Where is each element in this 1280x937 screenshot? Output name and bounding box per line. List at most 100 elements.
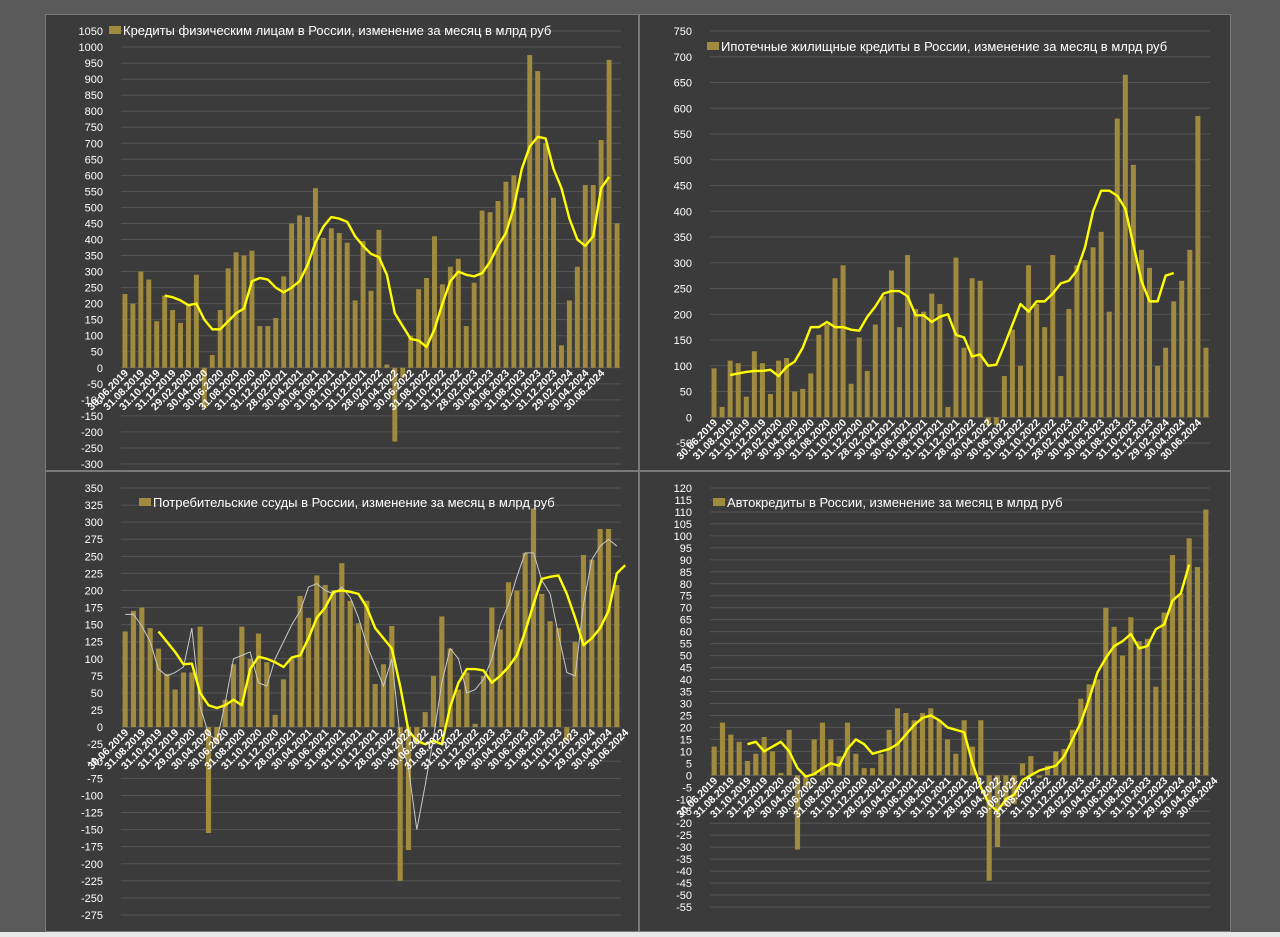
bar bbox=[225, 268, 231, 368]
bar bbox=[305, 217, 310, 368]
bar bbox=[155, 648, 162, 728]
bar bbox=[439, 284, 445, 368]
bar bbox=[792, 391, 798, 418]
y-tick-label: 120 bbox=[674, 483, 692, 495]
bar bbox=[1011, 775, 1017, 805]
panel-mortgage-loans: -50 0 50 100 150 200 250 300 350 400 450 500 550 600 6… bbox=[639, 14, 1231, 471]
y-tick-label: -75 bbox=[87, 773, 103, 785]
bar bbox=[230, 664, 237, 728]
bar bbox=[1026, 265, 1032, 418]
y-tick-label: 65 bbox=[680, 615, 692, 627]
bar bbox=[281, 276, 287, 368]
bar bbox=[217, 310, 223, 368]
bar bbox=[614, 223, 620, 368]
bar bbox=[1147, 267, 1153, 418]
bar bbox=[339, 563, 345, 728]
y-tick-label: 1000 bbox=[79, 42, 103, 54]
y-tick-label: 350 bbox=[85, 483, 103, 495]
bar bbox=[1009, 329, 1015, 418]
bar bbox=[233, 252, 239, 368]
bar bbox=[455, 258, 461, 368]
bar bbox=[978, 720, 984, 776]
bar bbox=[911, 720, 917, 776]
bar bbox=[122, 631, 128, 728]
bar bbox=[1171, 301, 1177, 418]
bar bbox=[1203, 347, 1209, 418]
bar bbox=[1130, 164, 1136, 418]
bar bbox=[993, 417, 999, 425]
bar bbox=[559, 345, 564, 368]
bar bbox=[154, 321, 160, 368]
bar bbox=[894, 708, 901, 776]
bar bbox=[539, 593, 545, 728]
y-tick-label: 15 bbox=[680, 734, 692, 746]
bar bbox=[897, 327, 903, 418]
y-tick-label: 600 bbox=[674, 103, 692, 115]
bar bbox=[961, 720, 967, 776]
bar bbox=[803, 775, 809, 788]
bar bbox=[1066, 309, 1072, 418]
bar bbox=[582, 184, 588, 368]
y-tick-label: 650 bbox=[674, 78, 692, 90]
bar bbox=[1155, 365, 1161, 418]
y-tick-label: 200 bbox=[85, 585, 103, 597]
bar bbox=[138, 271, 144, 368]
y-tick-label: 700 bbox=[674, 52, 692, 64]
bar bbox=[146, 279, 152, 368]
y-tick-label: 250 bbox=[85, 283, 103, 295]
bar bbox=[969, 278, 975, 418]
bar bbox=[189, 672, 195, 728]
y-tick-label: 450 bbox=[674, 181, 692, 193]
bar bbox=[736, 741, 742, 776]
bar bbox=[759, 363, 765, 418]
y-tick-label: 850 bbox=[85, 90, 103, 102]
y-tick-label: -25 bbox=[676, 830, 692, 842]
bar bbox=[1138, 249, 1144, 418]
y-tick-label: -30 bbox=[676, 842, 692, 854]
bar bbox=[535, 71, 541, 368]
bar bbox=[414, 727, 420, 745]
bar bbox=[727, 360, 733, 418]
bar bbox=[239, 626, 245, 728]
bar bbox=[447, 648, 453, 728]
y-tick-label: 275 bbox=[85, 534, 103, 546]
trend-line bbox=[164, 135, 611, 349]
bar bbox=[751, 351, 757, 418]
bar bbox=[1082, 260, 1088, 418]
bar bbox=[1111, 626, 1117, 776]
bar bbox=[1034, 303, 1040, 418]
y-tick-label: 150 bbox=[85, 315, 103, 327]
y-tick-label: -250 bbox=[81, 443, 103, 455]
bar bbox=[986, 775, 992, 881]
bar bbox=[869, 768, 876, 776]
bar bbox=[614, 585, 620, 728]
y-tick-label: 300 bbox=[85, 517, 103, 529]
bar bbox=[472, 723, 478, 728]
y-tick-label: -10 bbox=[676, 794, 692, 806]
bar bbox=[514, 590, 520, 728]
bar bbox=[432, 236, 437, 368]
y-tick-label: 70 bbox=[680, 603, 692, 615]
bar bbox=[519, 197, 525, 368]
y-tick-label: -225 bbox=[81, 876, 103, 888]
bar bbox=[487, 212, 493, 368]
y-tick-label: -175 bbox=[81, 842, 103, 854]
bar bbox=[753, 753, 759, 776]
y-tick-label: -5 bbox=[682, 782, 692, 794]
bar bbox=[1195, 115, 1201, 418]
bar bbox=[380, 664, 387, 728]
bar bbox=[305, 617, 312, 728]
bar bbox=[530, 508, 537, 728]
y-tick-label: 75 bbox=[91, 671, 103, 683]
bar bbox=[977, 280, 983, 418]
bar bbox=[139, 607, 145, 728]
y-tick-label: 90 bbox=[680, 555, 692, 567]
bar bbox=[719, 722, 726, 776]
bar bbox=[944, 739, 951, 776]
bar bbox=[344, 242, 350, 368]
y-tick-label: -45 bbox=[676, 878, 692, 890]
bar bbox=[589, 559, 595, 728]
y-tick-label: 50 bbox=[91, 347, 103, 359]
bar bbox=[808, 373, 814, 418]
